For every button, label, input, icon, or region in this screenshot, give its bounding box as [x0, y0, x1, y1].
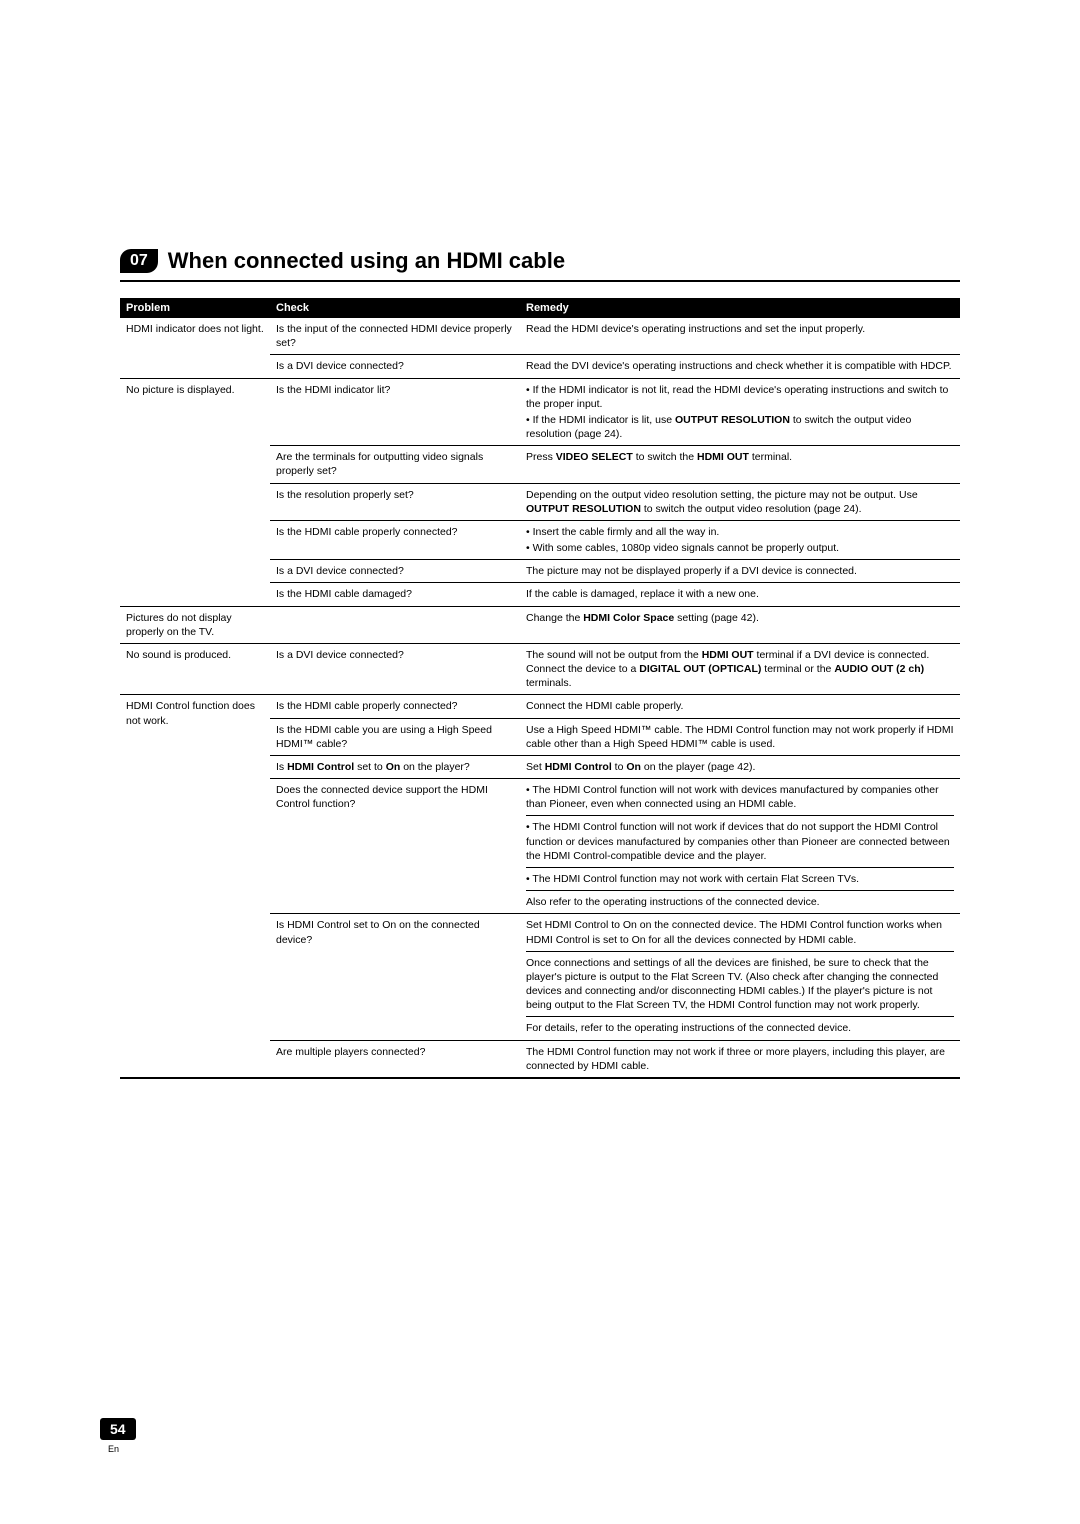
problem-cell: Pictures do not display properly on the … [120, 606, 270, 643]
remedy-cell: Set HDMI Control to On on the player (pa… [520, 755, 960, 778]
chapter-badge: 07 [120, 249, 158, 273]
check-cell: Is the HDMI indicator lit? [270, 378, 520, 446]
remedy-cell: Depending on the output video resolution… [520, 483, 960, 520]
header-remedy: Remedy [520, 298, 960, 318]
remedy-cell: Read the DVI device's operating instruct… [520, 355, 960, 378]
header-problem: Problem [120, 298, 270, 318]
problem-cell: No sound is produced. [120, 643, 270, 695]
remedy-cell: Press VIDEO SELECT to switch the HDMI OU… [520, 446, 960, 483]
check-cell: Is the resolution properly set? [270, 483, 520, 520]
section-title: When connected using an HDMI cable [168, 248, 565, 274]
check-cell: Is the HDMI cable you are using a High S… [270, 718, 520, 755]
remedy-cell: The sound will not be output from the HD… [520, 643, 960, 695]
check-cell: Is the HDMI cable damaged? [270, 583, 520, 606]
check-cell: Is the input of the connected HDMI devic… [270, 318, 520, 355]
check-cell: Is a DVI device connected? [270, 643, 520, 695]
check-cell: Is a DVI device connected? [270, 355, 520, 378]
remedy-cell: The picture may not be displayed properl… [520, 560, 960, 583]
check-cell: Is HDMI Control set to On on the connect… [270, 914, 520, 1040]
remedy-cell: The HDMI Control function may not work i… [520, 1040, 960, 1078]
check-cell: Are multiple players connected? [270, 1040, 520, 1078]
remedy-cell: Read the HDMI device's operating instruc… [520, 318, 960, 355]
remedy-cell: • Insert the cable firmly and all the wa… [520, 520, 960, 559]
check-cell: Are the terminals for outputting video s… [270, 446, 520, 483]
check-cell: Is the HDMI cable properly connected? [270, 520, 520, 559]
check-cell: Is the HDMI cable properly connected? [270, 695, 520, 718]
language-label: En [108, 1444, 119, 1454]
header-check: Check [270, 298, 520, 318]
remedy-cell: • If the HDMI indicator is not lit, read… [520, 378, 960, 446]
problem-cell: HDMI indicator does not light. [120, 318, 270, 378]
page-number: 54 [100, 1418, 136, 1440]
remedy-cell: Use a High Speed HDMI™ cable. The HDMI C… [520, 718, 960, 755]
remedy-cell: • The HDMI Control function will not wor… [520, 779, 960, 914]
check-cell [270, 606, 520, 643]
problem-cell: No picture is displayed. [120, 378, 270, 606]
check-cell: Is HDMI Control set to On on the player? [270, 755, 520, 778]
problem-cell: HDMI Control function does not work. [120, 695, 270, 1078]
check-cell: Is a DVI device connected? [270, 560, 520, 583]
remedy-cell: Change the HDMI Color Space setting (pag… [520, 606, 960, 643]
troubleshooting-table: Problem Check Remedy HDMI indicator does… [120, 298, 960, 1079]
check-cell: Does the connected device support the HD… [270, 779, 520, 914]
remedy-cell: If the cable is damaged, replace it with… [520, 583, 960, 606]
remedy-cell: Set HDMI Control to On on the connected … [520, 914, 960, 1040]
remedy-cell: Connect the HDMI cable properly. [520, 695, 960, 718]
